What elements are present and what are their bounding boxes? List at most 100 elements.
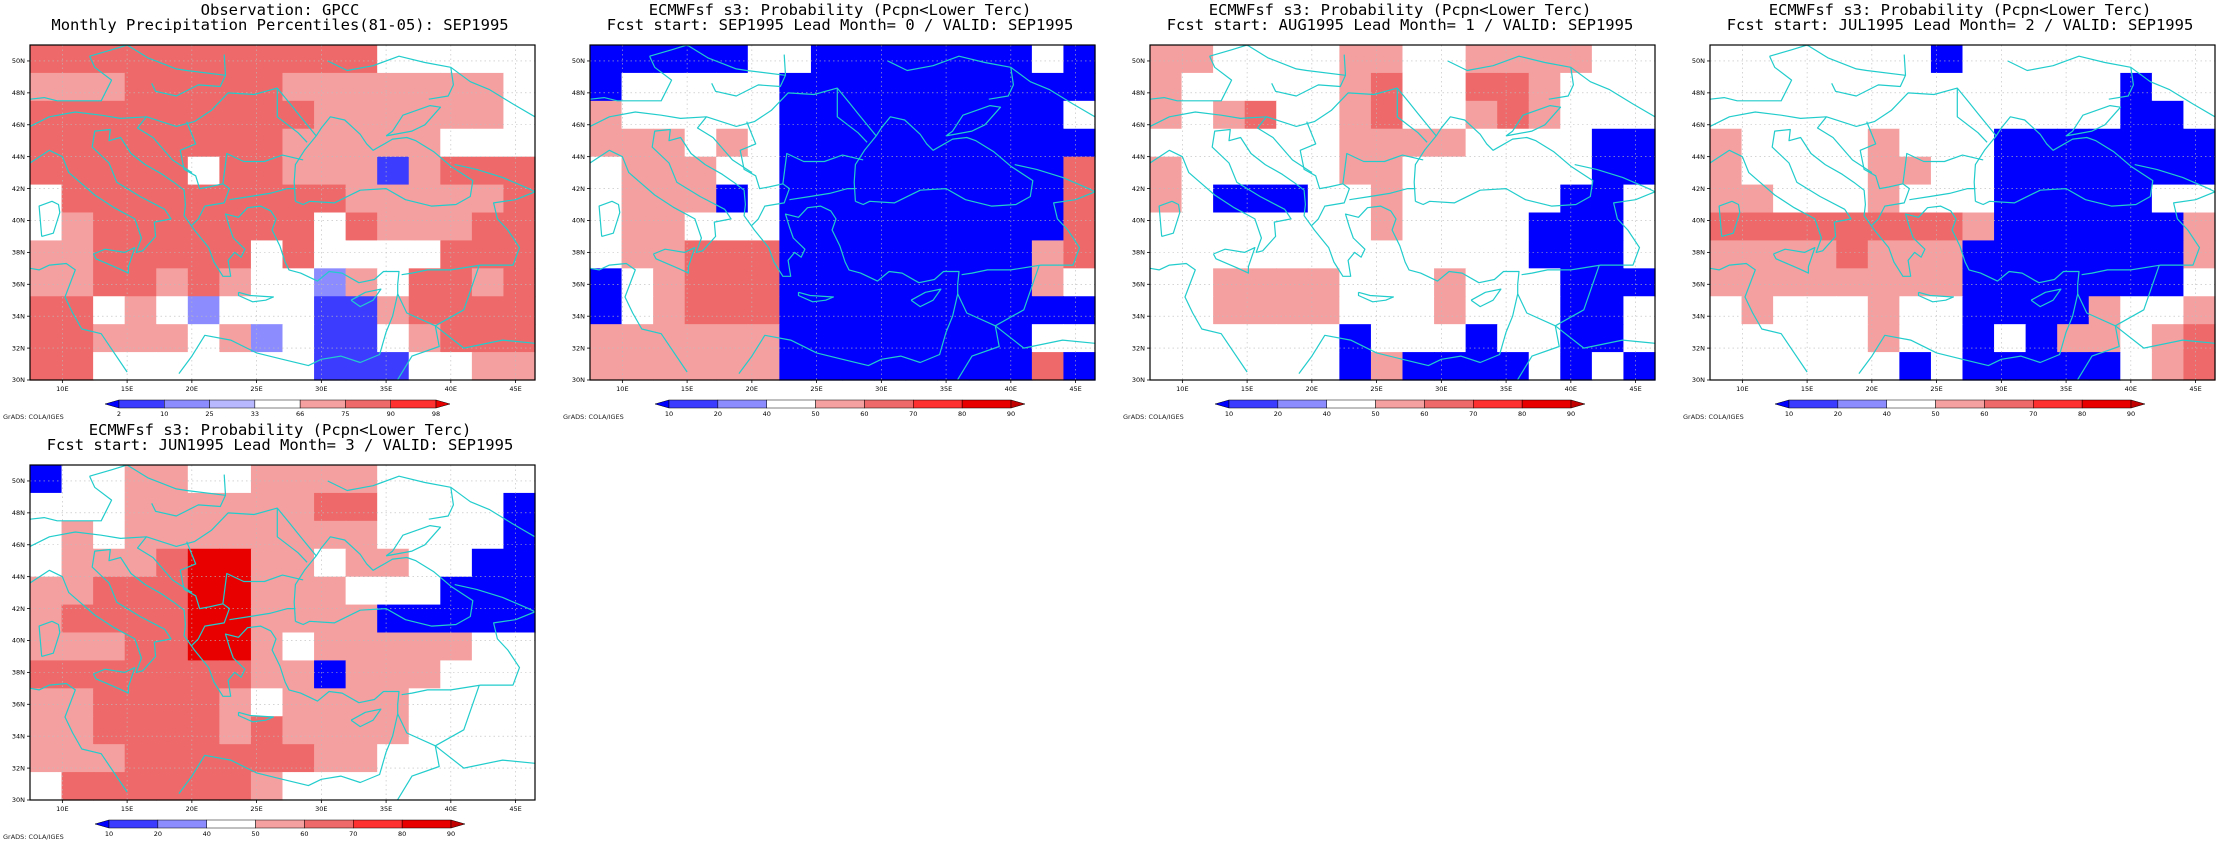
grid-cell bbox=[874, 296, 907, 325]
grid-cell bbox=[1339, 100, 1372, 130]
lon-tick-label: 15E bbox=[681, 385, 693, 393]
grid-cell bbox=[1804, 100, 1837, 130]
grid-cell bbox=[471, 632, 505, 662]
grid-cell bbox=[187, 212, 220, 242]
grid-cell bbox=[779, 296, 812, 325]
grid-cell bbox=[842, 324, 875, 353]
grid-cell bbox=[1899, 268, 1932, 297]
grid-cell bbox=[621, 72, 654, 102]
grid-cell bbox=[156, 716, 189, 745]
grid-cell bbox=[2120, 212, 2153, 242]
grid-cell bbox=[1213, 268, 1246, 297]
lat-tick-label: 38N bbox=[12, 669, 25, 677]
grid-cell bbox=[124, 184, 157, 214]
grid-cell bbox=[187, 465, 220, 494]
grid-cell bbox=[2025, 128, 2058, 158]
grid-cell bbox=[874, 324, 907, 353]
grid-cell bbox=[1063, 45, 1096, 74]
grid-cell bbox=[1244, 352, 1277, 381]
grid-cell bbox=[2183, 324, 2216, 353]
grid-cell bbox=[1528, 156, 1561, 186]
grid-cell bbox=[810, 324, 844, 353]
colorbar-label: 80 bbox=[958, 410, 966, 418]
grid-cell bbox=[2151, 324, 2185, 353]
grid-cell bbox=[1741, 100, 1774, 130]
grid-cell bbox=[440, 465, 473, 494]
grid-cell bbox=[810, 128, 844, 158]
grid-cell bbox=[716, 45, 749, 74]
grid-cell bbox=[874, 45, 907, 74]
grid-cell bbox=[219, 268, 252, 297]
grid-cell bbox=[779, 268, 812, 297]
grid-cell bbox=[377, 45, 410, 74]
grid-cell bbox=[1213, 296, 1246, 325]
lat-tick-label: 32N bbox=[1132, 344, 1145, 352]
grid-cell bbox=[1434, 184, 1467, 214]
grid-cell bbox=[1773, 45, 1806, 74]
grid-cell bbox=[440, 324, 473, 353]
grid-cell bbox=[968, 352, 1001, 381]
grid-cell bbox=[471, 240, 505, 269]
grid-cell bbox=[61, 128, 94, 158]
lon-tick-label: 10E bbox=[1736, 385, 1748, 393]
grid-cell bbox=[1031, 324, 1065, 353]
grid-cell bbox=[219, 520, 252, 550]
grid-cell bbox=[377, 324, 410, 353]
grid-cell bbox=[345, 156, 378, 186]
grid-cell bbox=[1031, 184, 1065, 214]
grid-cell bbox=[1276, 72, 1309, 102]
lat-tick-label: 42N bbox=[12, 185, 25, 193]
grid-cell bbox=[1370, 324, 1404, 353]
coastlines bbox=[1710, 45, 2215, 380]
grid-cell bbox=[2025, 240, 2058, 269]
grid-cell bbox=[747, 296, 780, 325]
grid-cell bbox=[1741, 324, 1774, 353]
grid-cell bbox=[1623, 268, 1656, 297]
grid-cell bbox=[187, 688, 220, 717]
grid-cell bbox=[1836, 212, 1869, 242]
grid-cell bbox=[1836, 45, 1869, 74]
grid-cell bbox=[30, 772, 63, 801]
grid-cell bbox=[250, 548, 284, 578]
grid-cell bbox=[1465, 45, 1498, 74]
grid-cell bbox=[1930, 352, 1964, 381]
grid-cell bbox=[1213, 184, 1246, 214]
lon-tick-label: 10E bbox=[1176, 385, 1188, 393]
panel-title: ECMWFsf s3: Probability (Pcpn<Lower Terc… bbox=[1208, 1, 1592, 19]
grid-cell bbox=[1591, 212, 1625, 242]
grid-cell bbox=[93, 604, 126, 634]
grid-cell bbox=[124, 772, 157, 801]
grid-cell bbox=[61, 240, 94, 269]
grid-cell bbox=[408, 184, 441, 214]
grid-cell bbox=[1962, 352, 1995, 381]
grid-cell bbox=[408, 296, 441, 325]
grid-cell bbox=[187, 268, 220, 297]
grid-cell bbox=[440, 744, 473, 773]
grid-cell bbox=[250, 184, 284, 214]
grid-cell bbox=[219, 128, 252, 158]
grid-cell bbox=[187, 45, 220, 74]
colorbar-label: 10 bbox=[665, 410, 673, 418]
grid-cell bbox=[1930, 128, 1964, 158]
grid-cell bbox=[124, 548, 157, 578]
lon-tick-label: 40E bbox=[445, 385, 457, 393]
grid-cell bbox=[2151, 45, 2185, 74]
grid-cell bbox=[219, 632, 252, 662]
map-frame bbox=[1149, 44, 1656, 381]
grid-cell bbox=[590, 296, 623, 325]
grid-cell bbox=[1930, 72, 1964, 102]
grid-cell bbox=[440, 72, 473, 102]
grid-cell bbox=[1710, 184, 1743, 214]
grid-cell bbox=[747, 352, 780, 381]
grid-cell bbox=[282, 156, 315, 186]
grid-cell bbox=[93, 184, 126, 214]
grid-cell bbox=[503, 520, 536, 550]
grid-cell bbox=[1804, 184, 1837, 214]
grid-cell bbox=[124, 352, 157, 381]
grid-cell bbox=[471, 72, 505, 102]
grid-cell bbox=[1031, 72, 1065, 102]
grid-cell bbox=[937, 45, 970, 74]
grid-cell bbox=[503, 632, 536, 662]
grid-cell bbox=[219, 716, 252, 745]
grid-cell bbox=[1181, 212, 1214, 242]
